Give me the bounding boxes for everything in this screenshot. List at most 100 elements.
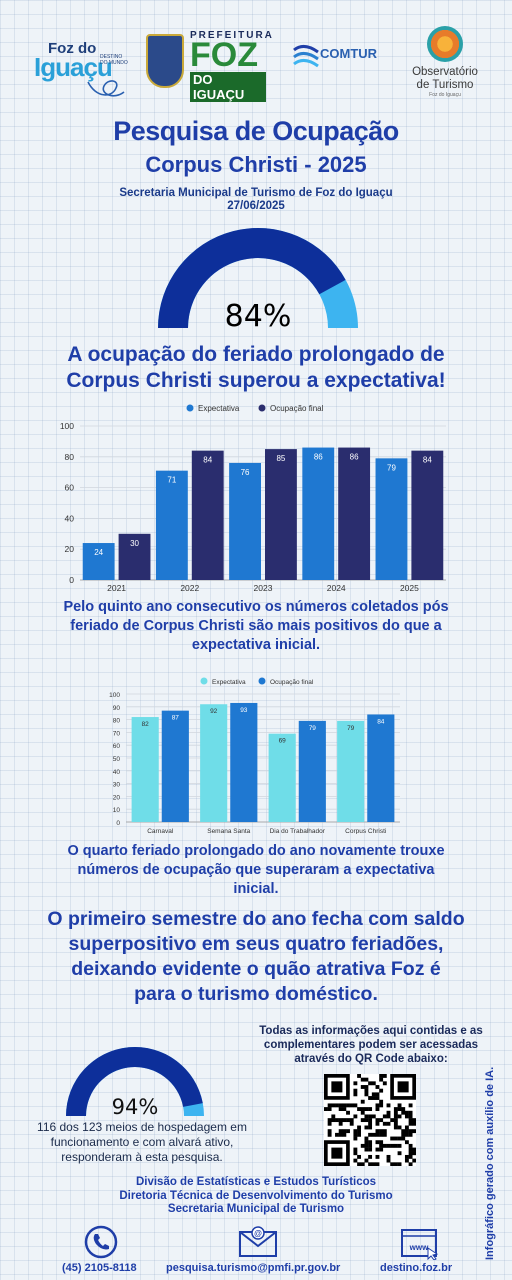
survey-line2: funcionamento e com alvará ativo, xyxy=(50,1135,234,1149)
yearly-occupancy-chart: Expectativa Ocupação final 0 20 40 60 80 100 24 3… xyxy=(60,404,446,593)
bar-2024-0 xyxy=(302,447,335,580)
bar-value-label: 76 xyxy=(241,468,250,477)
page-subtitle: Corpus Christi - 2025 xyxy=(145,152,367,177)
qr-info-line3: através do QR Code abaixo: xyxy=(294,1053,448,1065)
x-tick-label: Corpus Christi xyxy=(345,828,386,834)
bar-2023-0 xyxy=(229,462,261,580)
y-tick-label: 10 xyxy=(113,807,121,814)
comtur-waves-icon xyxy=(293,45,319,68)
legend-swatch-0 xyxy=(200,677,208,685)
prefeitura-foz: FOZ xyxy=(190,36,258,74)
bar-value-label: 87 xyxy=(172,715,180,722)
comtur-name: COMTUR xyxy=(320,46,378,61)
x-tick-label: 2023 xyxy=(254,583,273,593)
phone-number[interactable]: (45) 2105-8118 xyxy=(62,1262,137,1274)
legend-label-0: Expectativa xyxy=(212,679,246,686)
ai-generated-note: Infográfico gerado com auxílio de IA. xyxy=(484,1066,496,1260)
y-tick-label: 30 xyxy=(113,782,121,789)
headline: A ocupação do feriado prolongado de Corp… xyxy=(0,342,512,394)
para1-line3: expectativa inicial. xyxy=(191,637,321,653)
secretaria-name: Secretaria Municipal de Turismo de Foz d… xyxy=(119,187,393,199)
bar-Corpus Christi-0 xyxy=(337,720,365,822)
bar-Corpus Christi-1 xyxy=(367,714,395,822)
bar-value-label: 86 xyxy=(350,453,359,462)
y-tick-label: 80 xyxy=(113,718,121,725)
y-tick-label: 90 xyxy=(113,705,121,712)
survey-response-gauge: 94% xyxy=(66,1046,204,1119)
chart-legend: Expectativa Ocupação final xyxy=(200,677,314,686)
footer-line1: Divisão de Estatísticas e Estudos Turíst… xyxy=(135,1176,377,1188)
bar-Dia do Trabalhador-0 xyxy=(268,733,296,822)
observatorio-emblem-icon xyxy=(427,26,463,62)
bar-value-label: 79 xyxy=(309,725,317,732)
y-tick-label: 20 xyxy=(65,544,75,554)
bar-2022-1 xyxy=(191,450,224,580)
survey-gauge-value: 94% xyxy=(112,1095,159,1119)
bar-Carnaval-0 xyxy=(131,717,159,822)
bar-2024-1 xyxy=(338,447,371,580)
page-title: Pesquisa de Ocupação xyxy=(113,116,399,146)
legend-swatch-1 xyxy=(258,404,266,412)
website-icon-label: www xyxy=(409,1243,429,1252)
y-tick-label: 100 xyxy=(60,421,74,431)
survey-line3: responderam à esta pesquisa. xyxy=(61,1150,223,1164)
bar-value-label: 79 xyxy=(347,725,355,732)
occupancy-gauge-value: 84% xyxy=(225,299,292,334)
bar-2023-1 xyxy=(265,449,297,580)
observatorio-line2: de Turismo xyxy=(416,79,474,91)
prefeitura-word: PREFEITURA xyxy=(190,30,274,41)
para2-line2: números de ocupação que superaram a expe… xyxy=(77,862,435,878)
observatorio-logo: Observatório de Turismo Foz do Iguaçu xyxy=(400,26,490,102)
bar-2025-1 xyxy=(411,450,444,580)
bar-value-label: 85 xyxy=(276,454,285,463)
para1-line2: feriado de Corpus Christi são mais posit… xyxy=(70,618,442,634)
footer-line3: Secretaria Municipal de Turismo xyxy=(167,1203,345,1215)
y-tick-label: 40 xyxy=(113,769,121,776)
prefeitura-iguacu: DO IGUAÇU xyxy=(190,72,266,102)
email-icon[interactable]: @ xyxy=(238,1226,278,1258)
y-tick-label: 0 xyxy=(69,575,74,585)
y-tick-label: 40 xyxy=(65,513,75,523)
x-tick-label: 2021 xyxy=(107,583,126,593)
y-tick-label: 0 xyxy=(116,820,120,827)
holidays-occupancy-chart: Expectativa Ocupação final 0 10 20 30 40 50 60 70… xyxy=(109,677,400,834)
city-crest-icon xyxy=(146,34,184,88)
prefeitura-logo: PREFEITURA FOZ DO IGUAÇU xyxy=(146,30,272,102)
bar-2021-1 xyxy=(118,533,151,580)
y-tick-label: 80 xyxy=(65,452,75,462)
paragraph-five-years: Pelo quinto ano consecutivo os números c… xyxy=(10,598,502,655)
bar-value-label: 86 xyxy=(314,453,323,462)
qr-info-line2: complementares podem ser acessadas xyxy=(263,1039,479,1051)
bar-Semana Santa-1 xyxy=(230,702,258,822)
x-tick-label: Carnaval xyxy=(147,828,174,834)
qr-info-text: Todas as informações aqui contidas e as … xyxy=(238,1024,504,1066)
x-tick-label: Dia do Trabalhador xyxy=(270,828,326,834)
chart-legend: Expectativa Ocupação final xyxy=(186,404,324,413)
phone-icon[interactable] xyxy=(84,1225,118,1259)
bar-2022-0 xyxy=(155,470,188,580)
website-icon[interactable]: www xyxy=(400,1228,440,1260)
paragraph-semester: O primeiro semestre do ano fecha com sal… xyxy=(10,907,502,1007)
x-tick-label: 2025 xyxy=(400,583,419,593)
observatorio-line3: Foz do Iguaçu xyxy=(429,92,461,98)
bar-Carnaval-1 xyxy=(161,710,189,822)
x-tick-label: Semana Santa xyxy=(207,828,250,834)
survey-line1: 116 dos 123 meios de hospedagem em xyxy=(37,1120,247,1134)
bar-value-label: 93 xyxy=(240,707,248,714)
para2-line3: inicial. xyxy=(233,881,279,897)
x-tick-label: 2024 xyxy=(327,583,346,593)
legend-label-1: Ocupação final xyxy=(270,404,324,413)
para2-line1: O quarto feriado prolongado do ano novam… xyxy=(67,843,445,859)
footer-credits: Divisão de Estatísticas e Estudos Turíst… xyxy=(0,1176,512,1217)
y-tick-label: 70 xyxy=(113,730,121,737)
footer-line2: Diretoria Técnica de Desenvolvimento do … xyxy=(119,1189,393,1202)
x-tick-label: 2022 xyxy=(180,583,199,593)
email-address[interactable]: pesquisa.turismo@pmfi.pr.gov.br xyxy=(166,1262,341,1274)
legend-label-1: Ocupação final xyxy=(270,679,314,686)
para3-line1: O primeiro semestre do ano fecha com sal… xyxy=(47,908,465,930)
bar-value-label: 92 xyxy=(210,708,218,715)
website-address[interactable]: destino.foz.br xyxy=(380,1262,453,1274)
bar-value-label: 84 xyxy=(203,456,212,465)
legend-swatch-1 xyxy=(258,677,266,685)
qr-code[interactable] xyxy=(324,1074,416,1166)
